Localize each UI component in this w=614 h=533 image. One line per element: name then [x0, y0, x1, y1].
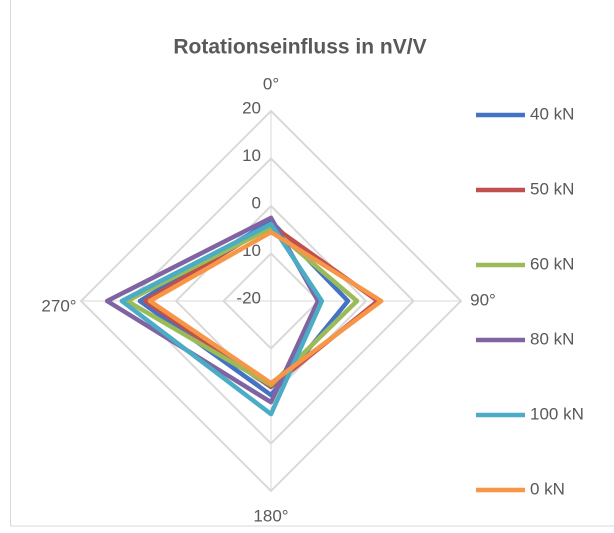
- series-line: [147, 229, 384, 386]
- legend-label: 80 kN: [530, 329, 574, 348]
- tick-label: 10: [242, 146, 261, 165]
- legend-label: 40 kN: [530, 104, 574, 123]
- tick-label: 20: [242, 98, 261, 117]
- category-label: 180°: [253, 506, 288, 525]
- legend-label: 50 kN: [530, 179, 574, 198]
- chart-border: [10, 0, 614, 527]
- legend-label: 100 kN: [530, 404, 584, 423]
- chart-title: Rotationseinfluss in nV/V: [173, 36, 426, 59]
- category-label: 0°: [263, 74, 279, 93]
- tick-label: -20: [236, 288, 261, 307]
- tick-label: 0: [252, 193, 261, 212]
- legend-label: 60 kN: [530, 254, 574, 273]
- legend-label: 0 kN: [530, 479, 565, 498]
- category-label: 90°: [470, 290, 496, 309]
- category-label: 270°: [41, 296, 76, 315]
- series-line: [119, 221, 325, 417]
